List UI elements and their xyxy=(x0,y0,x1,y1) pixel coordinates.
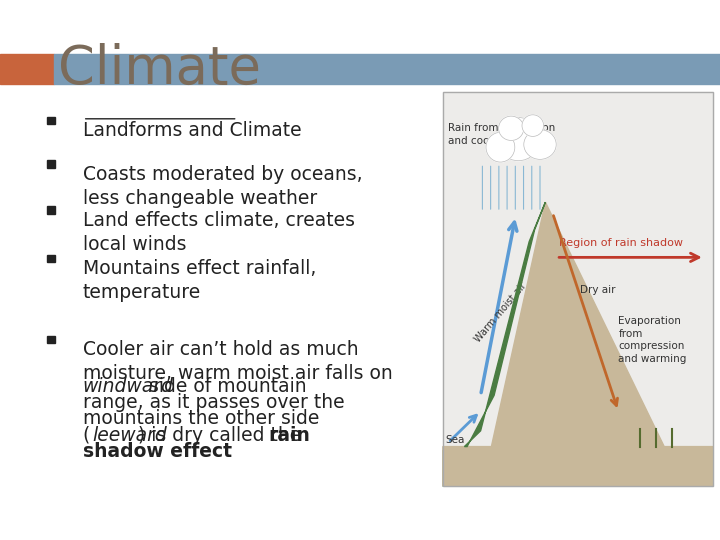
Text: Landforms and Climate: Landforms and Climate xyxy=(83,122,302,140)
Polygon shape xyxy=(443,450,494,486)
Bar xyxy=(47,336,55,343)
Text: Warm moist air: Warm moist air xyxy=(472,281,528,345)
Text: Coasts moderated by oceans,
less changeable weather: Coasts moderated by oceans, less changea… xyxy=(83,165,362,208)
Text: Region of rain shadow: Region of rain shadow xyxy=(559,238,683,247)
Polygon shape xyxy=(443,202,713,486)
Bar xyxy=(47,117,55,124)
Text: Dry air: Dry air xyxy=(580,285,616,295)
Ellipse shape xyxy=(498,116,523,140)
Text: (: ( xyxy=(83,426,90,444)
Bar xyxy=(47,160,55,167)
Ellipse shape xyxy=(497,118,540,161)
Bar xyxy=(47,255,55,262)
Text: side of mountain: side of mountain xyxy=(143,377,306,396)
Ellipse shape xyxy=(523,130,557,159)
Text: Cooler air can’t hold as much
moisture, warm moist air falls on: Cooler air can’t hold as much moisture, … xyxy=(83,340,392,383)
Text: leeward: leeward xyxy=(92,426,167,444)
Text: Sea: Sea xyxy=(446,435,465,445)
Text: Evaporation
from
compression
and warming: Evaporation from compression and warming xyxy=(618,316,687,364)
Text: Rain from expansion
and cooling: Rain from expansion and cooling xyxy=(448,123,555,146)
Text: Climate: Climate xyxy=(58,43,261,95)
Text: rain: rain xyxy=(269,426,310,444)
Bar xyxy=(443,92,713,486)
Bar xyxy=(54,54,720,84)
Text: ) is dry called the: ) is dry called the xyxy=(138,426,302,444)
Text: mountains the other side: mountains the other side xyxy=(83,409,319,428)
Ellipse shape xyxy=(486,132,515,162)
Text: shadow effect: shadow effect xyxy=(83,442,232,461)
Bar xyxy=(47,206,55,213)
Text: Mountains effect rainfall,
temperature: Mountains effect rainfall, temperature xyxy=(83,259,316,302)
Text: Land effects climate, creates
local winds: Land effects climate, creates local wind… xyxy=(83,211,355,254)
Bar xyxy=(443,92,713,486)
Text: range, as it passes over the: range, as it passes over the xyxy=(83,393,344,412)
Text: windward: windward xyxy=(83,377,174,396)
Polygon shape xyxy=(464,202,546,447)
Ellipse shape xyxy=(522,115,544,137)
Bar xyxy=(0,54,54,84)
